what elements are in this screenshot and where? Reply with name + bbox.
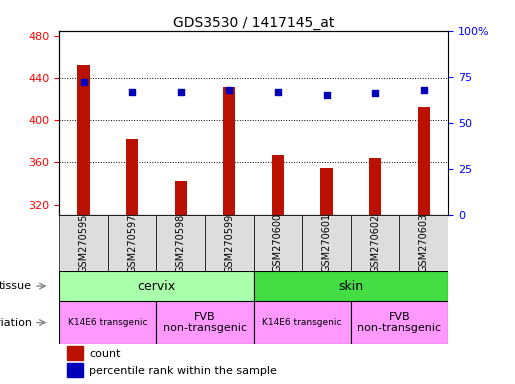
FancyBboxPatch shape: [400, 215, 448, 271]
FancyBboxPatch shape: [59, 301, 157, 344]
FancyBboxPatch shape: [205, 215, 253, 271]
Point: [420, 87, 428, 93]
Title: GDS3530 / 1417145_at: GDS3530 / 1417145_at: [173, 16, 334, 30]
Bar: [418, 106, 430, 215]
FancyBboxPatch shape: [253, 271, 448, 301]
Bar: [320, 168, 333, 215]
FancyBboxPatch shape: [108, 215, 157, 271]
FancyBboxPatch shape: [157, 301, 253, 344]
Bar: [126, 139, 138, 215]
FancyBboxPatch shape: [253, 301, 351, 344]
Text: GSM270597: GSM270597: [127, 213, 137, 273]
FancyBboxPatch shape: [253, 215, 302, 271]
Text: percentile rank within the sample: percentile rank within the sample: [89, 366, 277, 376]
Point: [79, 79, 88, 85]
Point: [371, 90, 379, 96]
Text: cervix: cervix: [138, 280, 176, 293]
Bar: [175, 181, 187, 215]
Point: [177, 88, 185, 94]
Text: GSM270598: GSM270598: [176, 213, 186, 273]
FancyBboxPatch shape: [351, 215, 400, 271]
Bar: [67, 346, 83, 360]
Text: GSM270603: GSM270603: [419, 214, 429, 272]
Point: [322, 92, 331, 98]
FancyBboxPatch shape: [351, 301, 448, 344]
Text: GSM270602: GSM270602: [370, 213, 380, 273]
Text: count: count: [89, 349, 121, 359]
FancyBboxPatch shape: [59, 215, 108, 271]
Text: K14E6 transgenic: K14E6 transgenic: [263, 318, 342, 327]
FancyBboxPatch shape: [302, 215, 351, 271]
Bar: [224, 86, 235, 215]
Text: FVB
non-transgenic: FVB non-transgenic: [163, 312, 247, 333]
Point: [128, 88, 136, 94]
Point: [274, 88, 282, 94]
Text: GSM270595: GSM270595: [78, 213, 89, 273]
Text: K14E6 transgenic: K14E6 transgenic: [68, 318, 148, 327]
Text: GSM270599: GSM270599: [225, 213, 234, 273]
Bar: [272, 155, 284, 215]
FancyBboxPatch shape: [59, 271, 253, 301]
FancyBboxPatch shape: [157, 215, 205, 271]
Bar: [77, 66, 90, 215]
Bar: [67, 363, 83, 377]
Text: skin: skin: [338, 280, 364, 293]
Bar: [369, 158, 381, 215]
Point: [225, 87, 233, 93]
Text: genotype/variation: genotype/variation: [0, 318, 32, 328]
Text: tissue: tissue: [0, 281, 32, 291]
Text: FVB
non-transgenic: FVB non-transgenic: [357, 312, 441, 333]
Text: GSM270601: GSM270601: [321, 214, 332, 272]
Text: GSM270600: GSM270600: [273, 214, 283, 272]
